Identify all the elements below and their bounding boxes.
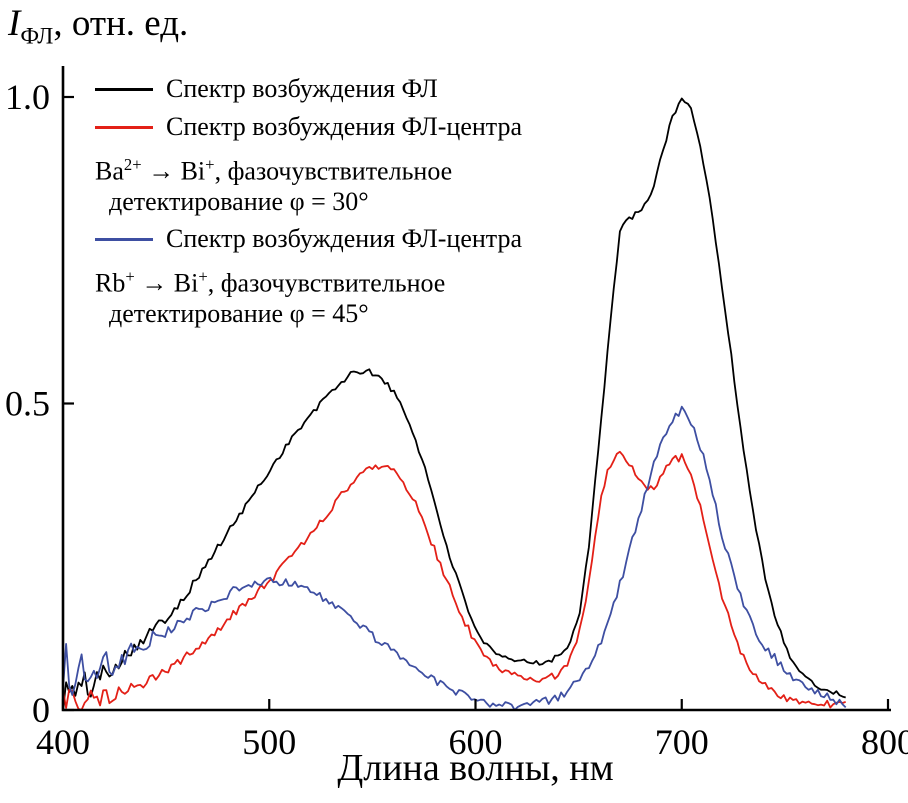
- legend-line-black-icon: [95, 87, 153, 91]
- legend-item-ba-center: Спектр возбуждения ФЛ-центра: [95, 108, 522, 146]
- x-tick-label: 600: [449, 722, 503, 762]
- legend-sublabel-ba-line1: Ba2+ → Bi+, фазочувствительное: [95, 155, 453, 186]
- legend-label-ba-center: Спектр возбуждения ФЛ-центра: [166, 112, 523, 141]
- y-tick-label: 0.5: [5, 384, 50, 424]
- legend-item-excitation: Спектр возбуждения ФЛ: [95, 70, 522, 108]
- x-axis-title: Длина волны, нм: [337, 747, 614, 789]
- y-tick-label: 1.0: [5, 77, 50, 117]
- legend-line-red-icon: [95, 125, 153, 129]
- legend-sublabel-rb-line1: Rb+ → Bi+, фазочувствительное: [95, 267, 446, 298]
- x-tick-label: 400: [36, 722, 90, 762]
- legend: Спектр возбуждения ФЛ Спектр возбуждения…: [95, 70, 522, 332]
- x-tick-label: 500: [242, 722, 296, 762]
- legend-line-blue-icon: [95, 237, 153, 241]
- x-tick-label: 700: [655, 722, 709, 762]
- y-tick-label: 0: [32, 690, 50, 730]
- y-axis-title: IФЛ, отн. ед.: [8, 3, 189, 50]
- legend-label-rb-center: Спектр возбуждения ФЛ-центра: [166, 224, 523, 253]
- legend-sublabel-rb-line2: детектирование φ = 45°: [109, 299, 369, 328]
- legend-label-excitation: Спектр возбуждения ФЛ: [166, 74, 438, 103]
- legend-item-rb-center: Спектр возбуждения ФЛ-центра: [95, 220, 522, 258]
- x-tick-label: 800: [861, 722, 908, 762]
- legend-sublabel-ba-line2: детектирование φ = 30°: [109, 187, 369, 216]
